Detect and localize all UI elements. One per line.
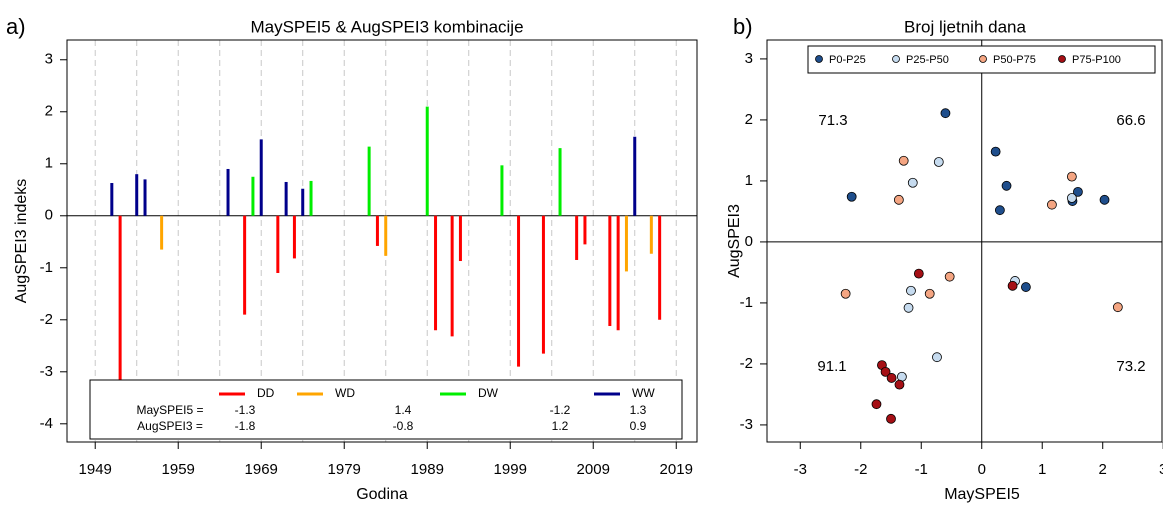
table-row-label: AugSPEI3 = <box>137 419 203 433</box>
point <box>913 268 924 279</box>
point <box>944 271 955 282</box>
legend-swatch <box>979 55 987 63</box>
legend-label: DD <box>257 386 275 400</box>
table-value: 1.2 <box>552 419 569 433</box>
y-tick-label: 0 <box>45 207 53 224</box>
point <box>894 379 905 390</box>
quadrant-label: 73.2 <box>1116 358 1145 375</box>
panel-label: a) <box>6 14 26 39</box>
point <box>871 399 882 410</box>
legend-swatch <box>892 55 900 63</box>
table-value: 1.4 <box>395 403 412 417</box>
point <box>924 288 935 299</box>
legend-label: WW <box>632 386 655 400</box>
y-tick-label: 2 <box>45 103 53 120</box>
y-tick-label: -3 <box>40 363 53 380</box>
x-tick-label: 2019 <box>660 461 693 478</box>
point <box>1112 302 1123 313</box>
x-tick-label: 1969 <box>245 461 278 478</box>
y-tick-label: 0 <box>745 233 753 250</box>
x-axis-label: MaySPEI5 <box>944 486 1020 503</box>
point <box>933 157 944 167</box>
x-tick-label: 1 <box>1038 461 1046 478</box>
x-tick-label: 1989 <box>411 461 444 478</box>
legend-label: P25-P50 <box>906 54 949 66</box>
point <box>1007 280 1018 291</box>
y-tick-label: -1 <box>740 294 753 311</box>
quadrant-label: 91.1 <box>817 358 846 375</box>
quadrant-label: 71.3 <box>818 112 847 129</box>
table-value: 1.3 <box>630 403 647 417</box>
table-value: -1.3 <box>235 403 256 417</box>
y-axis-label: AugSPEI3 <box>726 204 743 278</box>
plot-frame <box>66 39 698 443</box>
chart-title: MaySPEI5 & AugSPEI3 kombinacije <box>250 17 523 36</box>
point <box>994 205 1005 216</box>
point <box>846 191 857 202</box>
point <box>1099 194 1110 205</box>
x-tick-label: -1 <box>915 461 928 478</box>
point <box>1073 186 1083 197</box>
point <box>898 155 909 166</box>
x-tick-label: 1949 <box>79 461 112 478</box>
quadrant-label: 66.6 <box>1116 112 1145 129</box>
y-tick-label: -2 <box>740 355 753 372</box>
table-value: -1.2 <box>550 403 571 417</box>
table-value: -1.8 <box>235 419 256 433</box>
legend-label: P50-P75 <box>993 54 1036 66</box>
y-tick-label: -2 <box>40 311 53 328</box>
legend-swatch <box>1058 55 1066 63</box>
y-axis-label: AugSPEI3 indeks <box>13 179 30 304</box>
point <box>886 413 896 424</box>
point <box>1066 171 1077 182</box>
point <box>932 352 942 363</box>
legend-label: DW <box>478 386 499 400</box>
x-tick-label: 3 <box>1159 461 1163 478</box>
point <box>893 194 904 205</box>
point <box>1020 282 1031 292</box>
legend-label: WD <box>335 386 355 400</box>
y-tick-label: 2 <box>745 111 753 128</box>
point <box>903 302 914 313</box>
point <box>880 366 891 377</box>
x-tick-label: 2 <box>1099 461 1107 478</box>
point <box>906 285 916 296</box>
point <box>886 373 897 383</box>
plot-frame <box>766 39 1163 443</box>
point <box>907 177 918 188</box>
legend-swatch <box>815 55 823 63</box>
chart-title: Broj ljetnih dana <box>904 17 1026 36</box>
table-value: 0.9 <box>630 419 647 433</box>
y-tick-label: 1 <box>745 172 753 189</box>
x-tick-label: 1959 <box>162 461 195 478</box>
point <box>840 288 851 299</box>
x-tick-label: -3 <box>794 461 807 478</box>
y-tick-label: 1 <box>45 155 53 172</box>
point <box>1047 199 1057 210</box>
panel-label: b) <box>733 14 753 39</box>
x-axis-label: Godina <box>356 486 408 503</box>
y-tick-label: -4 <box>40 415 53 432</box>
y-tick-label: -3 <box>740 416 753 433</box>
legend-box <box>89 379 683 440</box>
point <box>1066 193 1077 203</box>
table-value: -0.8 <box>393 419 414 433</box>
legend-label: P75-P100 <box>1072 54 1121 66</box>
x-tick-label: -2 <box>854 461 867 478</box>
point <box>990 146 1001 157</box>
x-tick-label: 2009 <box>577 461 610 478</box>
x-tick-label: 1999 <box>494 461 527 478</box>
y-tick-label: -1 <box>40 259 53 276</box>
x-tick-label: 1979 <box>328 461 361 478</box>
point <box>940 108 951 119</box>
y-tick-label: 3 <box>45 51 53 68</box>
y-tick-label: 3 <box>745 50 753 67</box>
legend-label: P0-P25 <box>829 54 866 66</box>
x-tick-label: 0 <box>978 461 986 478</box>
table-row-label: MaySPEI5 = <box>136 403 203 417</box>
point <box>1001 180 1012 191</box>
